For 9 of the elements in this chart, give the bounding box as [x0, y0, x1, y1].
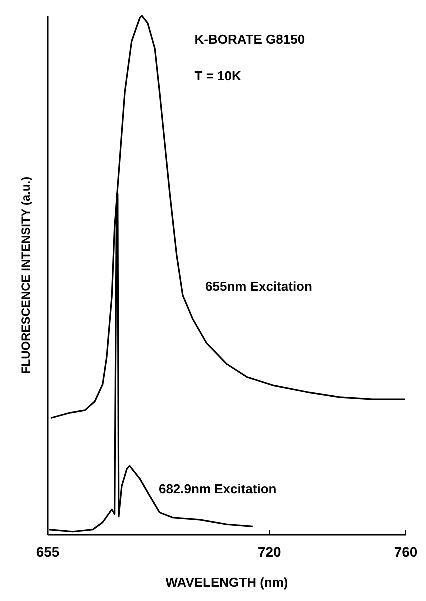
x-axis-title: WAVELENGTH (nm) — [166, 575, 288, 590]
y-axis-title: FLUORESCENCE INTENSITY (a.u.) — [19, 176, 33, 374]
series-label: 655nm Excitation — [206, 279, 313, 294]
series-label: 682.9nm Excitation — [158, 481, 277, 496]
annotation: T = 10K — [194, 68, 242, 84]
x-tick-label: 655 — [36, 544, 60, 560]
x-tick-label: 760 — [394, 544, 418, 560]
x-tick-label: 720 — [258, 544, 282, 560]
annotation: K-BORATE G8150 — [194, 32, 306, 48]
